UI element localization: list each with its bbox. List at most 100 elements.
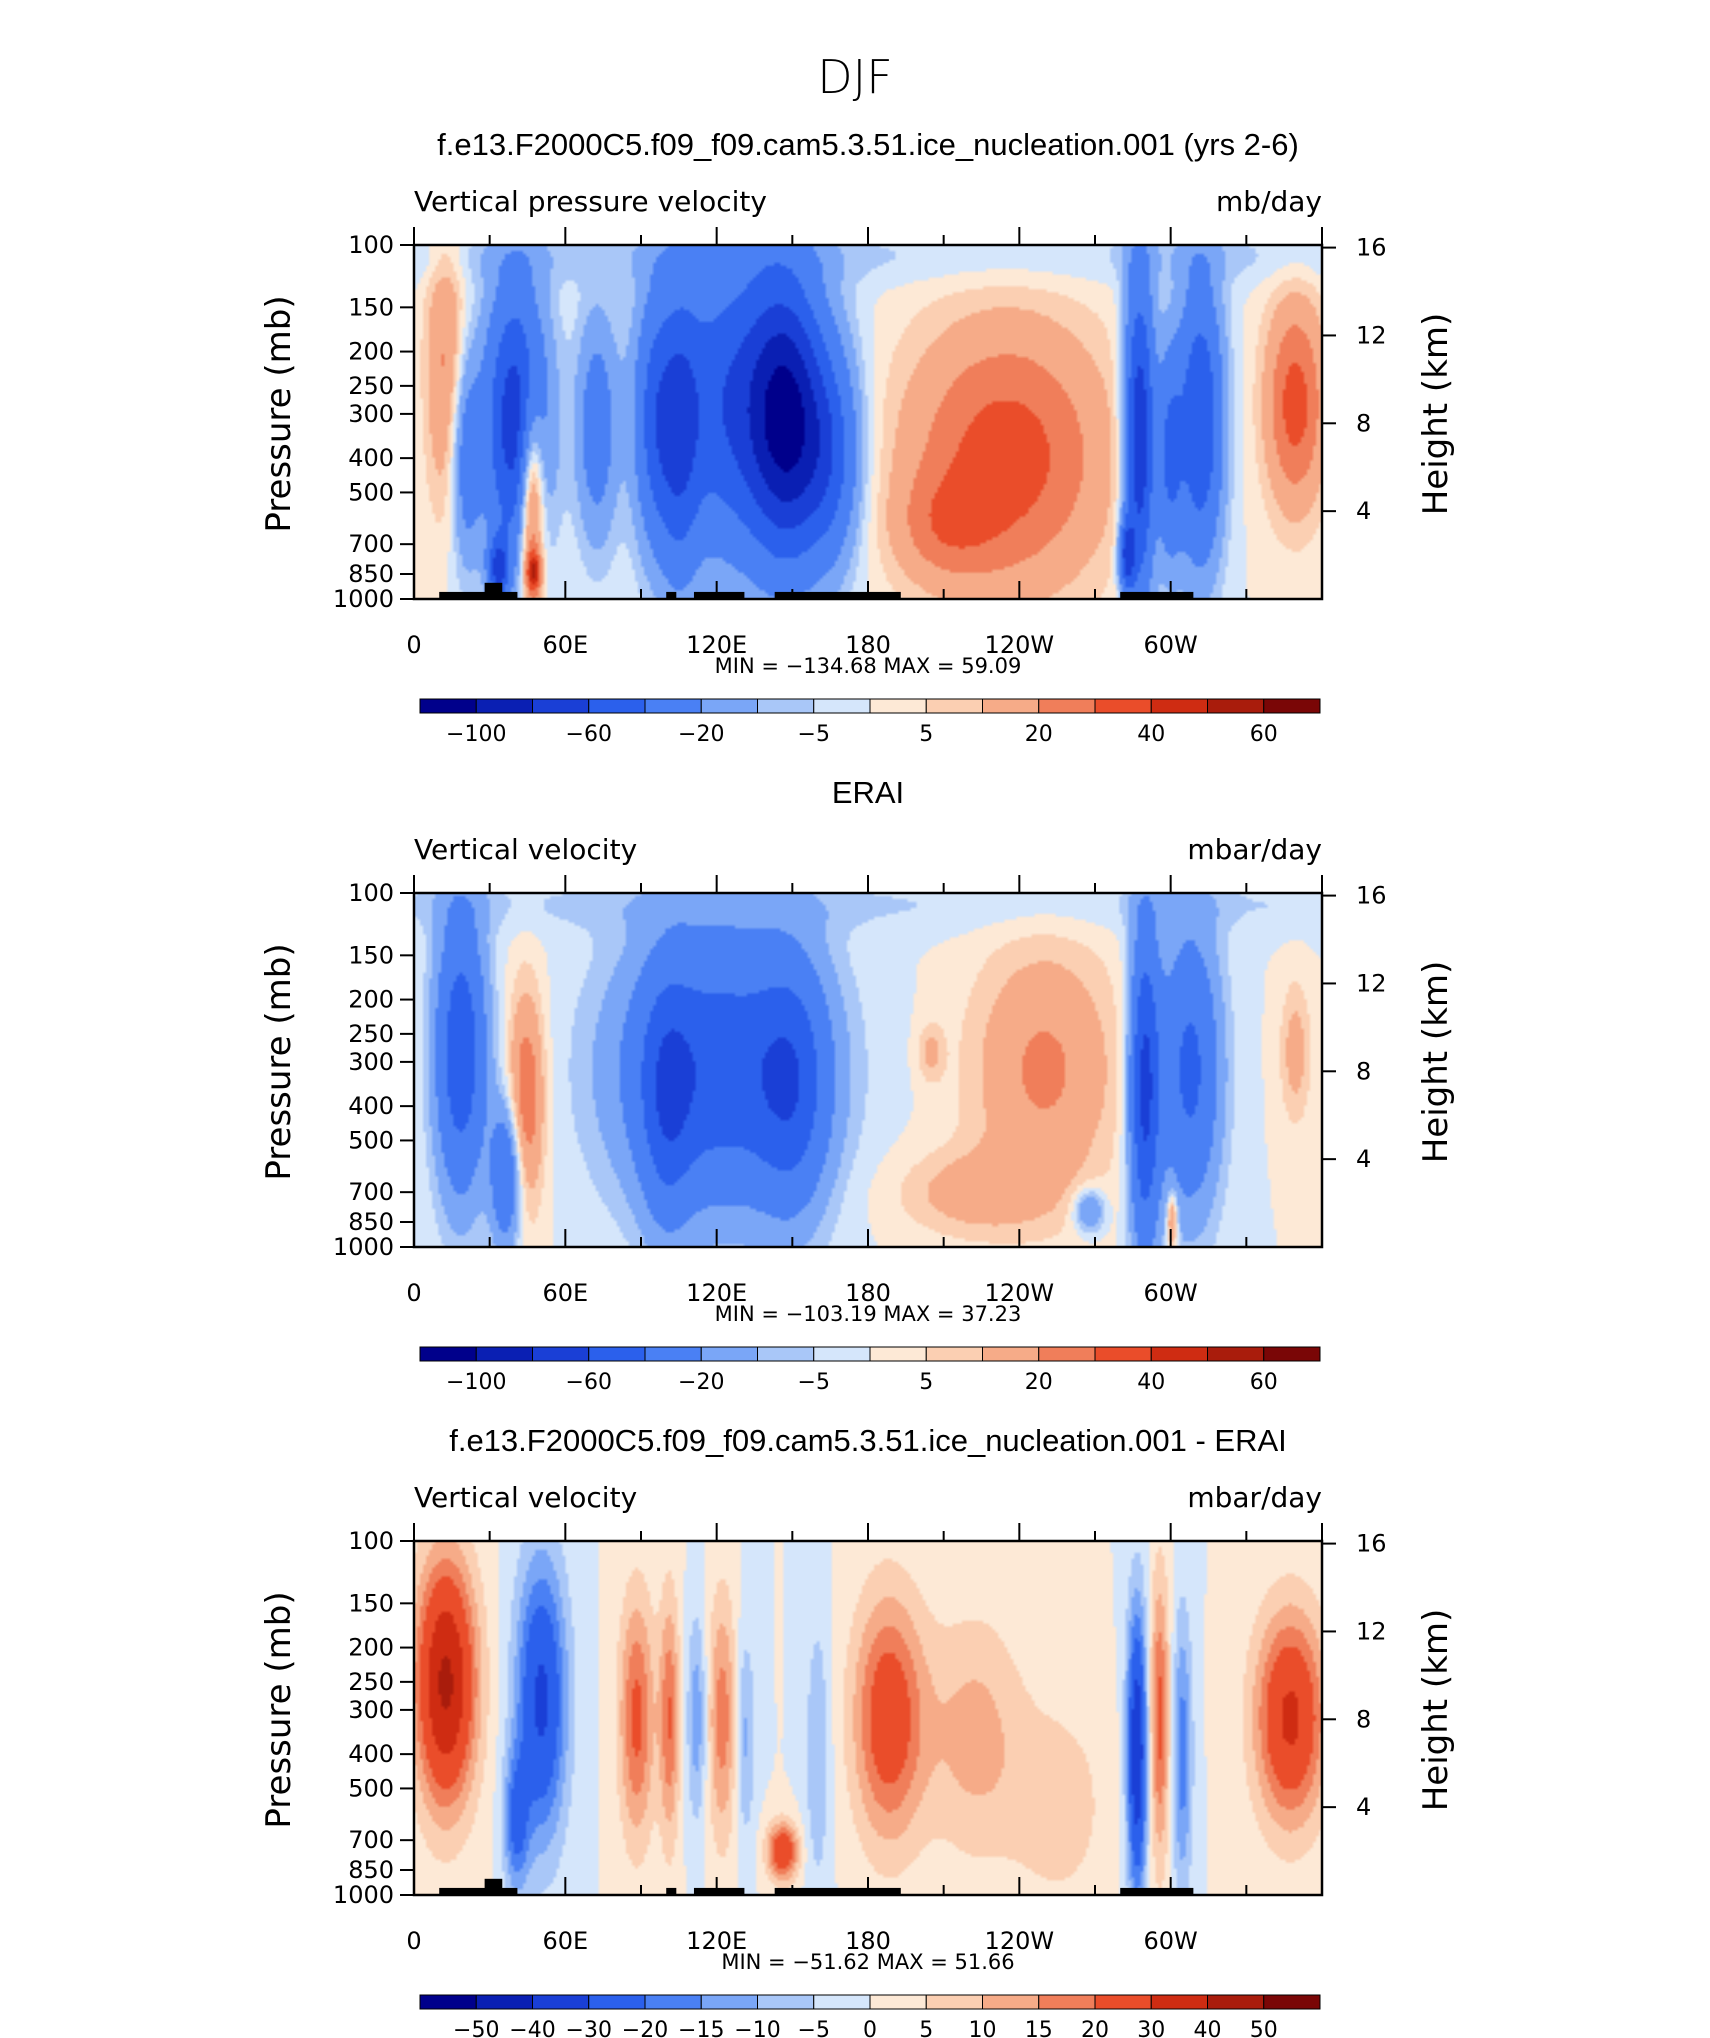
min-max-label: MIN = −134.68 MAX = 59.09 (715, 654, 1022, 678)
y-axis-label: Pressure (mb) (259, 943, 299, 1180)
units-label: mbar/day (1187, 833, 1322, 866)
panel-model: f.e13.F2000C5.f09_f09.cam5.3.51.ice_nucl… (259, 127, 1456, 747)
x-tick-label: 120W (985, 1279, 1055, 1307)
colorbar-box (1207, 1994, 1265, 2010)
colorbar-label: 60 (1250, 1370, 1278, 1395)
colorbar-box (700, 698, 758, 714)
colorbar-box (588, 1994, 646, 2010)
y-tick-label: 200 (348, 338, 394, 366)
panel-title: ERAI (832, 775, 904, 810)
y-tick-label: 300 (348, 400, 394, 428)
y-axis-right-label: Height (km) (1416, 1609, 1456, 1812)
colorbar-label: −40 (509, 2018, 555, 2038)
y-tick-label: 150 (348, 941, 394, 969)
topography-block (439, 1887, 518, 1895)
topography-block (774, 1887, 901, 1895)
y-axis-right-label: Height (km) (1416, 313, 1456, 516)
colorbar-label: 40 (1194, 2018, 1222, 2038)
y-tick-right-label: 4 (1356, 497, 1371, 525)
x-tick-label: 180 (845, 1927, 891, 1955)
colorbar-label: 60 (1250, 722, 1278, 747)
colorbar-label: −20 (678, 722, 724, 747)
x-tick-label: 180 (845, 1279, 891, 1307)
min-max-label: MIN = −103.19 MAX = 37.23 (715, 1302, 1022, 1326)
colorbar-box (1263, 1346, 1321, 1362)
colorbar-label: 10 (969, 2018, 997, 2038)
colorbar-box (813, 1994, 871, 2010)
colorbar-box (1207, 698, 1265, 714)
colorbar-box (700, 1346, 758, 1362)
colorbar-label: 0 (863, 2018, 877, 2038)
y-tick-label: 200 (348, 986, 394, 1014)
variable-label: Vertical pressure velocity (414, 185, 767, 218)
colorbar-label: 5 (919, 1370, 933, 1395)
y-tick-label: 500 (348, 1126, 394, 1154)
y-axis-right-label: Height (km) (1416, 961, 1456, 1164)
colorbar-box (475, 1994, 533, 2010)
y-tick-label: 850 (348, 1208, 394, 1236)
units-label: mb/day (1216, 185, 1322, 218)
colorbar-box (419, 1994, 477, 2010)
x-tick-label: 180 (845, 631, 891, 659)
panel-erai: ERAI Vertical velocity mbar/day 0 60E 120E 180… (259, 775, 1456, 1395)
colorbar-box (982, 698, 1040, 714)
colorbar-label: −30 (566, 2018, 612, 2038)
colorbar-box (925, 698, 983, 714)
colorbar-label: −10 (734, 2018, 780, 2038)
colorbar-label: 30 (1137, 2018, 1165, 2038)
topography-block (774, 591, 901, 599)
colorbar-box (869, 1994, 927, 2010)
colorbar-label: 50 (1250, 2018, 1278, 2038)
y-tick-right-label: 12 (1356, 969, 1387, 997)
topography-block (666, 1887, 677, 1895)
y-tick-label: 100 (348, 1527, 394, 1555)
y-tick-right-label: 12 (1356, 321, 1387, 349)
y-tick-label: 400 (348, 1092, 394, 1120)
contour-field (414, 893, 1322, 1247)
x-tick-label: 0 (406, 631, 421, 659)
x-tick-label: 60W (1144, 631, 1198, 659)
x-tick-label: 60E (542, 631, 588, 659)
topography-block (666, 591, 677, 599)
topography-block (693, 591, 745, 599)
y-tick-label: 700 (348, 1826, 394, 1854)
x-tick-label: 60W (1144, 1927, 1198, 1955)
topography-block (439, 591, 518, 599)
colorbar-box (869, 698, 927, 714)
y-tick-right-label: 12 (1356, 1617, 1387, 1645)
colorbar-label: 40 (1137, 1370, 1165, 1395)
y-tick-label: 200 (348, 1634, 394, 1662)
topography-block (1120, 591, 1194, 599)
panel-difference: f.e13.F2000C5.f09_f09.cam5.3.51.ice_nucl… (259, 1423, 1456, 2038)
y-tick-label: 300 (348, 1048, 394, 1076)
contour-field (414, 1541, 1322, 1895)
topography-block (484, 1878, 503, 1895)
colorbar-box (644, 1994, 702, 2010)
colorbar-box (813, 698, 871, 714)
colorbar-box (532, 1994, 590, 2010)
colorbar-label: 5 (919, 2018, 933, 2038)
colorbar-label: −5 (798, 2018, 830, 2038)
colorbar-box (1038, 1994, 1096, 2010)
colorbar-label: −20 (678, 1370, 724, 1395)
colorbar-box (588, 1346, 646, 1362)
y-axis-label: Pressure (mb) (259, 295, 299, 532)
colorbar-box (757, 1346, 815, 1362)
topography-block (693, 1887, 745, 1895)
colorbar-box (588, 698, 646, 714)
y-tick-label: 1000 (333, 585, 394, 613)
y-tick-right-label: 8 (1356, 409, 1371, 437)
y-tick-right-label: 16 (1356, 882, 1387, 910)
y-tick-label: 150 (348, 1589, 394, 1617)
y-tick-label: 500 (348, 1774, 394, 1802)
x-tick-label: 60E (542, 1279, 588, 1307)
y-tick-label: 1000 (333, 1233, 394, 1261)
y-tick-right-label: 4 (1356, 1793, 1371, 1821)
main-title: DJF (817, 50, 892, 104)
y-tick-label: 850 (348, 560, 394, 588)
y-tick-label: 250 (348, 1668, 394, 1696)
x-tick-label: 120E (686, 1927, 747, 1955)
y-tick-label: 300 (348, 1696, 394, 1724)
contour-field (414, 245, 1322, 599)
